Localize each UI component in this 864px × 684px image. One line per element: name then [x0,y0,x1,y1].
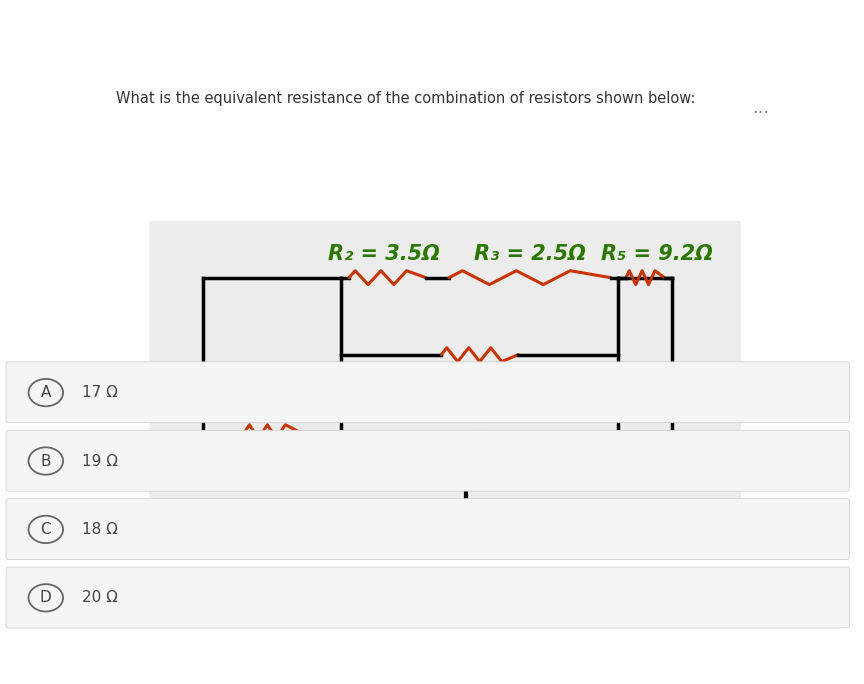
FancyBboxPatch shape [149,221,740,542]
Text: ...: ... [753,99,770,117]
Text: R₅ = 9.2Ω: R₅ = 9.2Ω [601,244,713,264]
Text: A: A [41,385,51,400]
Text: R₃ = 2.5Ω: R₃ = 2.5Ω [473,244,586,264]
Text: 18 Ω: 18 Ω [82,522,118,537]
Text: R₂ = 3.5Ω: R₂ = 3.5Ω [327,244,440,264]
Text: D: D [40,590,52,605]
Text: 20 Ω: 20 Ω [82,590,118,605]
Text: What is the equivalent resistance of the combination of resistors shown below:: What is the equivalent resistance of the… [117,92,696,106]
Text: R₄ = 24Ω: R₄ = 24Ω [428,369,531,389]
Text: B: B [41,453,51,469]
Text: 17 Ω: 17 Ω [82,385,118,400]
Text: C: C [41,522,51,537]
Text: 19 Ω: 19 Ω [82,453,118,469]
Text: R₁ = 5Ω: R₁ = 5Ω [219,398,309,418]
